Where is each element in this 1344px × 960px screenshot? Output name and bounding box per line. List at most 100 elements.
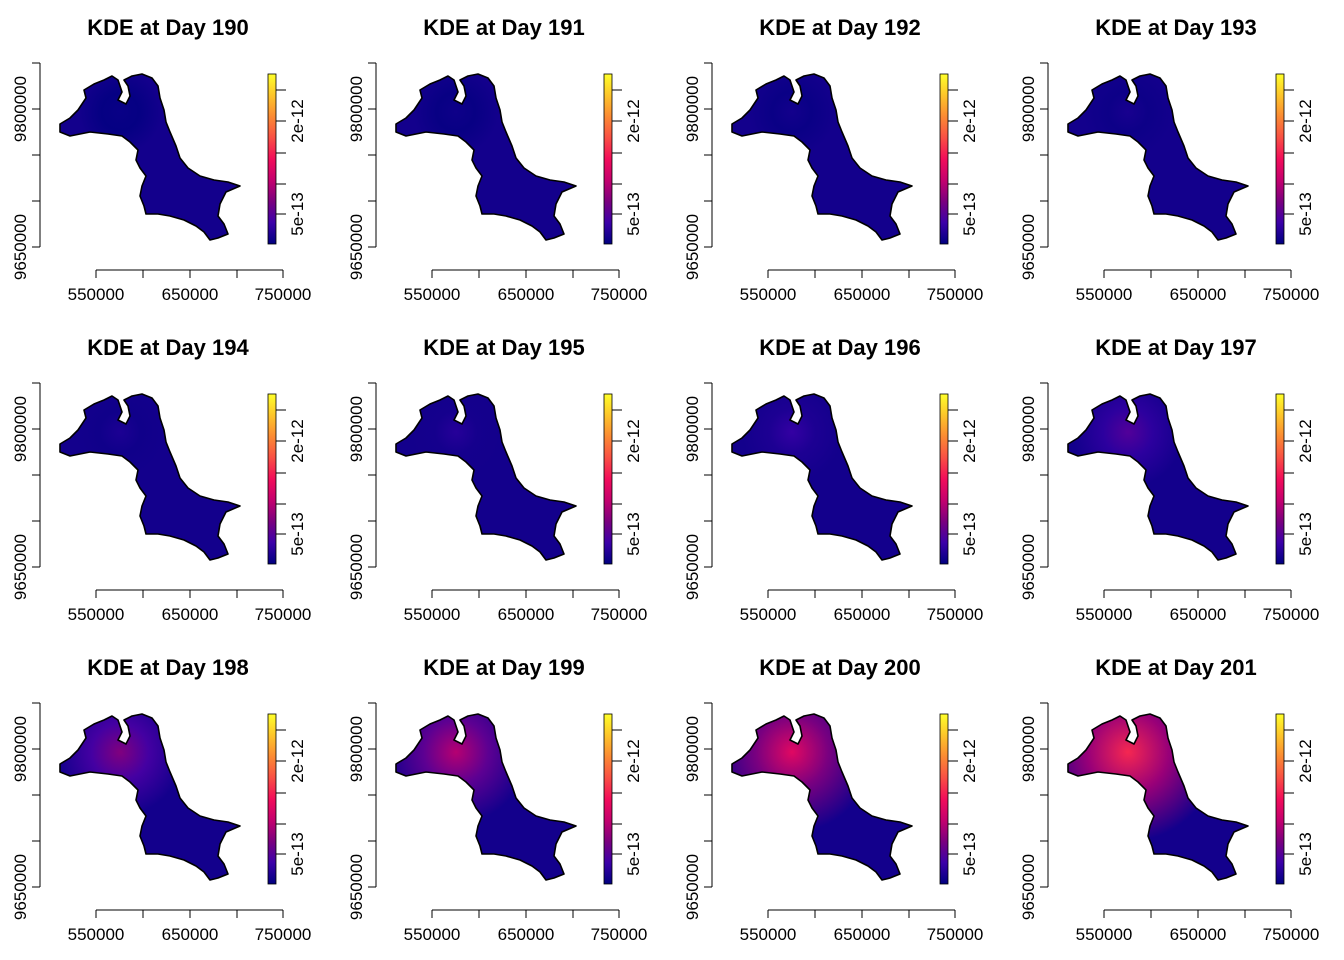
kde-panel: KDE at Day 191 550000 650000 750000 9650000 9…	[336, 0, 672, 320]
kde-panel: KDE at Day 201 550000 650000 750000 9650000 9…	[1008, 640, 1344, 960]
region-boundary	[59, 393, 241, 561]
density-surface	[1068, 394, 1248, 560]
colorbar	[267, 393, 277, 565]
colorbar-tick-label: 2e-12	[1296, 419, 1315, 462]
colorbar-tick-label: 5e-13	[288, 512, 307, 555]
panel-title: KDE at Day 199	[423, 655, 584, 680]
x-tick-label: 550000	[404, 925, 461, 944]
colorbar	[603, 393, 613, 565]
colorbar-tick-label: 2e-12	[1296, 99, 1315, 142]
x-tick-label: 650000	[1170, 285, 1227, 304]
colorbar-tick-label: 5e-13	[624, 512, 643, 555]
y-tick-label: 9650000	[683, 854, 702, 920]
kde-panel: KDE at Day 196 550000 650000 750000 9650000 9…	[672, 320, 1008, 640]
x-tick-label: 550000	[68, 285, 125, 304]
x-tick-label: 650000	[834, 605, 891, 624]
x-tick-label: 550000	[740, 925, 797, 944]
colorbar	[267, 73, 277, 245]
region-boundary	[59, 713, 241, 881]
density-surface	[396, 714, 576, 880]
colorbar-tick-label: 5e-13	[288, 832, 307, 875]
colorbar-tick-label: 5e-13	[960, 512, 979, 555]
region-boundary	[1067, 73, 1249, 241]
x-tick-label: 650000	[162, 925, 219, 944]
colorbar-tick-label: 5e-13	[1296, 832, 1315, 875]
panel-title: KDE at Day 192	[759, 15, 920, 40]
density-surface	[732, 714, 912, 880]
colorbar-tick-label: 2e-12	[960, 739, 979, 782]
kde-panel: KDE at Day 195 550000 650000 750000 9650000 9…	[336, 320, 672, 640]
colorbar-tick-label: 5e-13	[960, 832, 979, 875]
colorbar	[603, 713, 613, 885]
x-tick-label: 750000	[927, 285, 984, 304]
colorbar	[267, 713, 277, 885]
x-tick-label: 750000	[255, 285, 312, 304]
colorbar	[1275, 73, 1285, 245]
colorbar-tick-label: 5e-13	[1296, 192, 1315, 235]
y-tick-label: 9800000	[11, 76, 30, 142]
kde-plot: KDE at Day 193 550000 650000 750000 9650000 9…	[1019, 15, 1320, 304]
colorbar-tick-label: 5e-13	[624, 832, 643, 875]
kde-panel: KDE at Day 193 550000 650000 750000 9650000 9…	[1008, 0, 1344, 320]
panel-title: KDE at Day 191	[423, 15, 584, 40]
y-tick-label: 9800000	[683, 396, 702, 462]
x-tick-label: 550000	[1076, 285, 1133, 304]
x-tick-label: 750000	[1263, 925, 1320, 944]
colorbar	[603, 73, 613, 245]
x-tick-label: 750000	[591, 285, 648, 304]
kde-panel: KDE at Day 200 550000 650000 750000 9650000 9…	[672, 640, 1008, 960]
x-tick-label: 750000	[255, 925, 312, 944]
kde-panel: KDE at Day 190 550000 650000 750000 9650000 9…	[0, 0, 336, 320]
region-boundary	[1067, 393, 1249, 561]
kde-plot: KDE at Day 196 550000 650000 750000 9650000 9…	[683, 335, 983, 624]
colorbar	[939, 393, 949, 565]
x-tick-label: 550000	[404, 285, 461, 304]
region-boundary	[731, 713, 913, 881]
kde-plot: KDE at Day 200 550000 650000 750000 9650000 9…	[683, 655, 983, 944]
density-surface	[732, 74, 912, 240]
x-tick-label: 650000	[162, 605, 219, 624]
y-tick-label: 9800000	[1019, 716, 1038, 782]
panel-title: KDE at Day 196	[759, 335, 920, 360]
kde-plot: KDE at Day 190 550000 650000 750000 9650000 9…	[11, 15, 312, 304]
kde-panel: KDE at Day 194 550000 650000 750000 9650000 9…	[0, 320, 336, 640]
density-surface	[60, 394, 240, 560]
x-tick-label: 550000	[740, 605, 797, 624]
panel-title: KDE at Day 198	[87, 655, 248, 680]
y-tick-label: 9800000	[1019, 396, 1038, 462]
x-tick-label: 550000	[68, 925, 125, 944]
x-tick-label: 550000	[740, 285, 797, 304]
region-boundary	[1067, 713, 1249, 881]
colorbar	[1275, 713, 1285, 885]
y-tick-label: 9650000	[683, 534, 702, 600]
density-surface	[60, 714, 240, 880]
colorbar-tick-label: 2e-12	[624, 739, 643, 782]
kde-plot: KDE at Day 197 550000 650000 750000 9650000 9…	[1019, 335, 1320, 624]
x-tick-label: 650000	[498, 285, 555, 304]
x-tick-label: 650000	[498, 925, 555, 944]
region-boundary	[731, 393, 913, 561]
x-tick-label: 750000	[1263, 285, 1320, 304]
density-surface	[396, 74, 576, 240]
colorbar-tick-label: 5e-13	[960, 192, 979, 235]
kde-plot: KDE at Day 199 550000 650000 750000 9650000 9…	[347, 655, 648, 944]
x-tick-label: 550000	[404, 605, 461, 624]
colorbar	[939, 713, 949, 885]
x-tick-label: 550000	[68, 605, 125, 624]
kde-panel: KDE at Day 199 550000 650000 750000 9650000 9…	[336, 640, 672, 960]
x-tick-label: 750000	[591, 605, 648, 624]
region-boundary	[731, 73, 913, 241]
x-tick-label: 750000	[591, 925, 648, 944]
kde-panel: KDE at Day 192 550000 650000 750000 9650000 9…	[672, 0, 1008, 320]
panel-title: KDE at Day 193	[1095, 15, 1256, 40]
kde-plot: KDE at Day 201 550000 650000 750000 9650000 9…	[1019, 655, 1320, 944]
kde-plot: KDE at Day 191 550000 650000 750000 9650000 9…	[347, 15, 648, 304]
density-surface	[732, 394, 912, 560]
colorbar-tick-label: 2e-12	[288, 739, 307, 782]
x-tick-label: 750000	[1263, 605, 1320, 624]
density-surface	[60, 74, 240, 240]
colorbar-tick-label: 5e-13	[624, 192, 643, 235]
kde-plot: KDE at Day 198 550000 650000 750000 9650000 9…	[11, 655, 312, 944]
x-tick-label: 750000	[255, 605, 312, 624]
